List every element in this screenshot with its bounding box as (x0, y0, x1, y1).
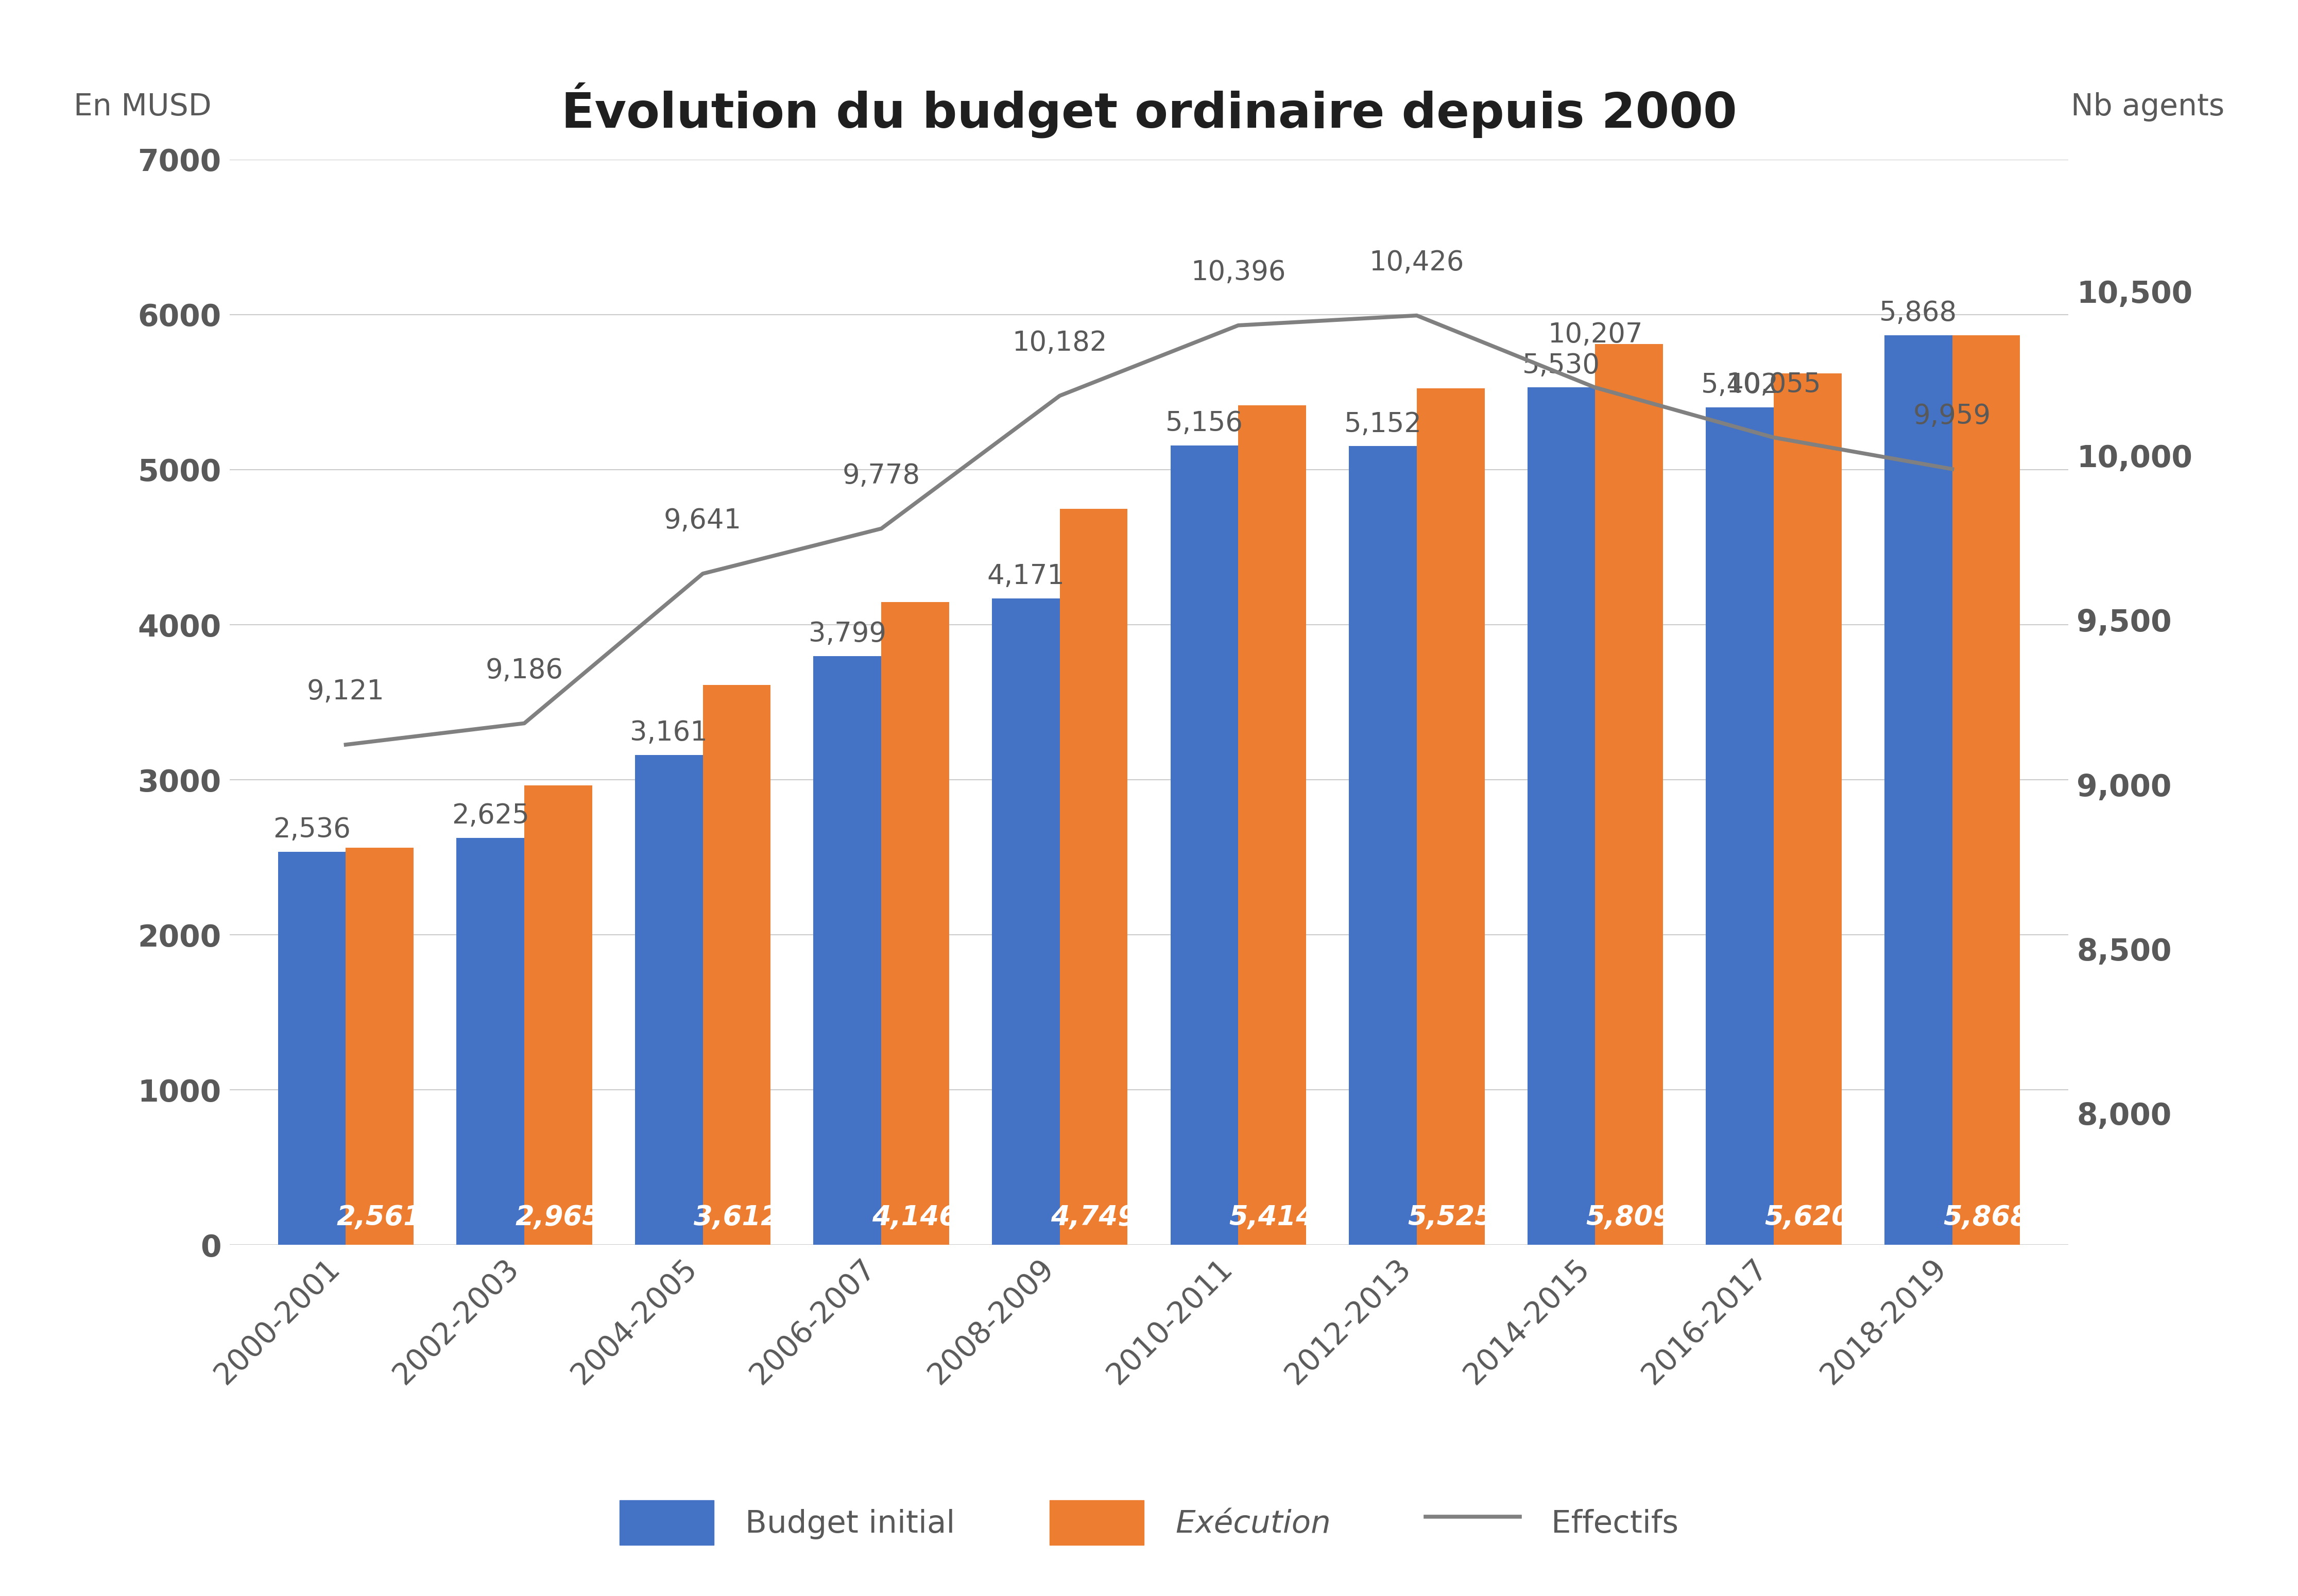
Text: 10,182: 10,182 (1013, 329, 1108, 356)
Text: 5,620: 5,620 (1765, 1203, 1850, 1231)
Text: 10,055: 10,055 (1726, 372, 1822, 397)
Text: 9,121: 9,121 (308, 678, 384, 705)
Bar (1595, 345, 1664, 1245)
Text: Nb agents: Nb agents (2070, 93, 2224, 121)
Text: 3,161: 3,161 (630, 720, 708, 747)
Text: 5,152: 5,152 (1344, 410, 1422, 437)
Bar (1059, 509, 1128, 1245)
Text: 9,959: 9,959 (1914, 402, 1990, 429)
Text: 3,612: 3,612 (694, 1203, 779, 1231)
Bar (1239, 405, 1305, 1245)
Text: 5,156: 5,156 (1165, 410, 1243, 437)
Text: 3,799: 3,799 (809, 621, 887, 648)
Text: 5,402: 5,402 (1701, 372, 1779, 399)
Text: 5,868: 5,868 (1880, 300, 1958, 327)
Bar (1774, 373, 1841, 1245)
Bar (1528, 388, 1595, 1245)
Text: 5,809: 5,809 (1586, 1203, 1673, 1231)
Bar (703, 685, 770, 1245)
Bar (813, 656, 880, 1245)
Legend: Budget initial, Exécution, Effectifs: Budget initial, Exécution, Effectifs (588, 1468, 1710, 1577)
Bar (634, 755, 703, 1245)
Text: 5,530: 5,530 (1521, 353, 1599, 378)
Text: En MUSD: En MUSD (74, 93, 211, 121)
Bar (1418, 388, 1485, 1245)
Bar (1705, 407, 1774, 1245)
Title: Évolution du budget ordinaire depuis 2000: Évolution du budget ordinaire depuis 200… (561, 81, 1737, 137)
Bar (524, 785, 593, 1245)
Text: 10,207: 10,207 (1549, 321, 1643, 348)
Text: 10,426: 10,426 (1370, 249, 1464, 276)
Text: 9,778: 9,778 (843, 463, 919, 488)
Bar (1349, 447, 1418, 1245)
Bar (345, 847, 414, 1245)
Text: 4,171: 4,171 (988, 563, 1064, 589)
Text: 5,868: 5,868 (1944, 1203, 2029, 1231)
Bar (993, 598, 1059, 1245)
Text: 5,525: 5,525 (1409, 1203, 1494, 1231)
Bar (1953, 335, 2020, 1245)
Text: 2,561: 2,561 (338, 1203, 423, 1231)
Bar (278, 852, 345, 1245)
Text: 4,146: 4,146 (873, 1203, 958, 1231)
Text: 5,414: 5,414 (1229, 1203, 1314, 1231)
Text: 9,186: 9,186 (485, 658, 563, 683)
Text: 4,749: 4,749 (1050, 1203, 1138, 1231)
Bar (1170, 445, 1239, 1245)
Text: 9,641: 9,641 (664, 508, 742, 535)
Text: 2,536: 2,536 (273, 817, 352, 843)
Text: 10,396: 10,396 (1190, 259, 1287, 286)
Bar (1884, 335, 1953, 1245)
Bar (457, 838, 524, 1245)
Text: 2,965: 2,965 (515, 1203, 602, 1231)
Text: 2,625: 2,625 (450, 803, 529, 830)
Bar (880, 602, 949, 1245)
